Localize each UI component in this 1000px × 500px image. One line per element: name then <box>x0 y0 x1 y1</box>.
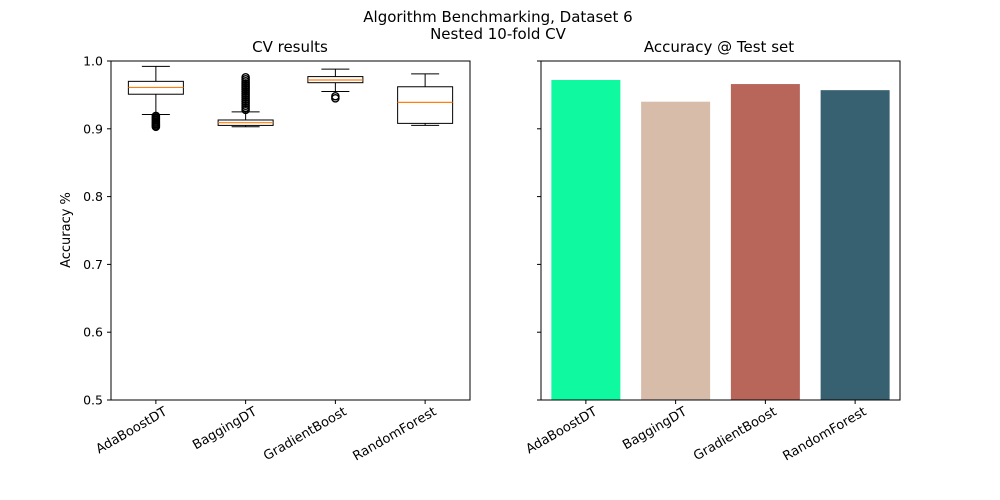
left-y-tick-label: 0.7 <box>83 257 103 272</box>
box-GradientBoost <box>307 68 364 103</box>
box-iqr <box>397 86 454 124</box>
left-x-tick-label: AdaBoostDT <box>93 404 169 457</box>
box-BaggingDT <box>217 72 274 128</box>
right-x-tick-label: GradientBoost <box>691 404 779 464</box>
figure-title-line1: Algorithm Benchmarking, Dataset 6 <box>363 8 632 26</box>
bar-AdaBoostDT <box>551 79 621 400</box>
bar-RandomForest <box>820 90 890 401</box>
left-y-axis-label: Accuracy % <box>59 192 74 268</box>
left-chart-title: CV results <box>252 38 328 56</box>
right-x-tick-label: BaggingDT <box>620 404 689 453</box>
bar-BaggingDT <box>641 101 711 401</box>
cv-results-boxplot: CV results Accuracy % 0.5 0.6 0.7 0.8 0.9 1.0… <box>59 38 471 464</box>
box-flier <box>331 91 340 101</box>
box-AdaBoostDT <box>127 65 184 132</box>
left-y-tick-label: 0.9 <box>83 121 103 136</box>
right-x-tick-label: RandomForest <box>780 404 869 464</box>
left-x-tick-label: RandomForest <box>350 404 439 464</box>
figure-title-line2: Nested 10-fold CV <box>430 25 567 43</box>
left-y-tick-label: 0.5 <box>83 393 103 408</box>
left-y-tick-label: 0.8 <box>83 189 103 204</box>
right-axes-frame <box>540 60 901 401</box>
right-chart-title: Accuracy @ Test set <box>644 38 794 56</box>
box-flier <box>151 111 161 121</box>
left-axes-frame <box>110 60 471 401</box>
bar-GradientBoost <box>730 84 800 400</box>
box-flier <box>241 72 250 82</box>
left-x-tick-label: BaggingDT <box>190 404 259 453</box>
left-x-tick-label: GradientBoost <box>261 404 349 464</box>
left-y-tick-label: 1.0 <box>83 54 103 69</box>
box-RandomForest <box>397 73 454 126</box>
left-y-tick-label: 0.6 <box>83 325 103 340</box>
test-accuracy-barchart: Accuracy @ Test set AdaBoostDT BaggingDT G… <box>523 38 901 464</box>
right-x-tick-label: AdaBoostDT <box>523 404 599 457</box>
